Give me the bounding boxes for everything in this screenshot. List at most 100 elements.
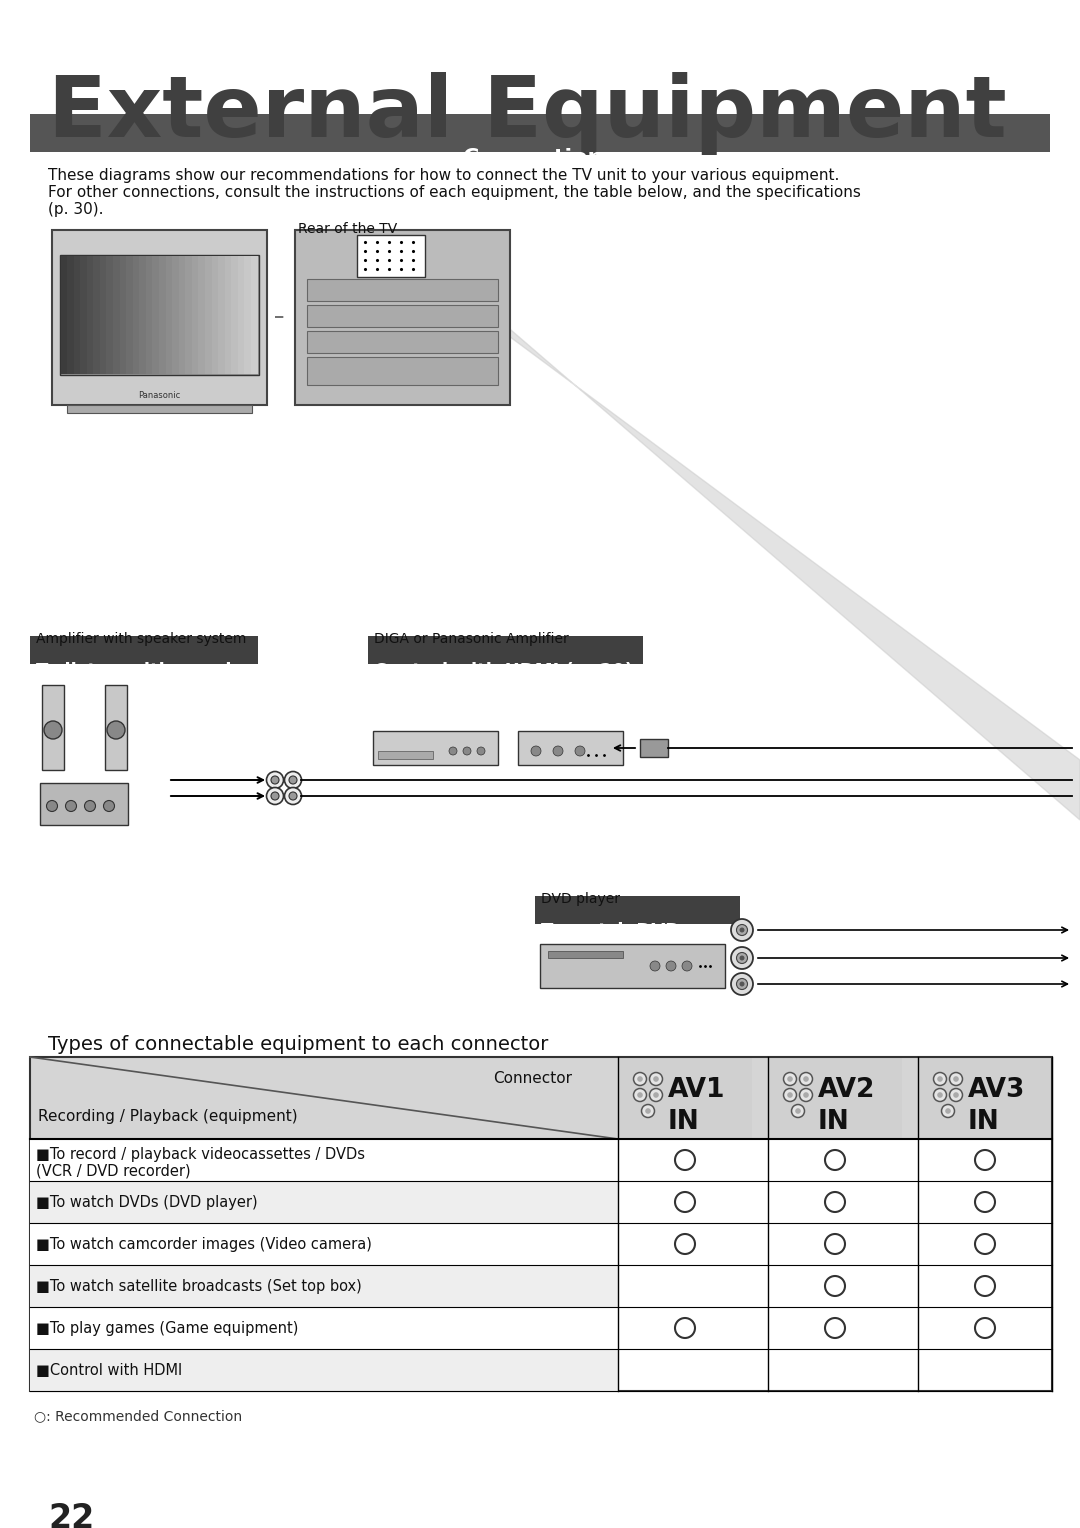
Text: ■To watch DVDs (DVD player): ■To watch DVDs (DVD player) <box>36 1195 258 1210</box>
Circle shape <box>271 776 279 784</box>
Text: Control with HDMI (p. 20): Control with HDMI (p. 20) <box>374 662 633 680</box>
FancyBboxPatch shape <box>52 231 267 405</box>
Circle shape <box>731 918 753 941</box>
FancyBboxPatch shape <box>93 257 100 374</box>
FancyBboxPatch shape <box>30 636 258 665</box>
Circle shape <box>649 1088 662 1102</box>
FancyBboxPatch shape <box>618 1057 752 1138</box>
FancyBboxPatch shape <box>373 730 498 766</box>
FancyBboxPatch shape <box>113 257 120 374</box>
FancyBboxPatch shape <box>139 257 146 374</box>
FancyBboxPatch shape <box>40 782 129 825</box>
Circle shape <box>267 772 283 788</box>
Circle shape <box>649 1073 662 1085</box>
Circle shape <box>477 747 485 755</box>
Circle shape <box>731 947 753 969</box>
Text: ■To record / playback videocassettes / DVDs: ■To record / playback videocassettes / D… <box>36 1148 365 1161</box>
FancyBboxPatch shape <box>126 257 133 374</box>
Circle shape <box>731 973 753 995</box>
FancyBboxPatch shape <box>307 280 498 301</box>
Text: IN: IN <box>669 1109 700 1135</box>
Text: Rear of the TV: Rear of the TV <box>298 222 397 235</box>
Circle shape <box>637 1093 643 1097</box>
Text: External Equipment: External Equipment <box>48 72 1007 154</box>
FancyBboxPatch shape <box>368 636 643 665</box>
FancyBboxPatch shape <box>179 257 186 374</box>
Polygon shape <box>381 257 1080 821</box>
FancyBboxPatch shape <box>225 257 232 374</box>
Circle shape <box>289 792 297 801</box>
Circle shape <box>945 1108 950 1114</box>
FancyBboxPatch shape <box>205 257 212 374</box>
FancyBboxPatch shape <box>30 1306 618 1349</box>
Circle shape <box>66 801 77 811</box>
FancyBboxPatch shape <box>307 306 498 327</box>
FancyBboxPatch shape <box>918 1057 1052 1138</box>
Circle shape <box>449 747 457 755</box>
FancyBboxPatch shape <box>106 257 113 374</box>
FancyBboxPatch shape <box>218 257 225 374</box>
FancyBboxPatch shape <box>30 115 1050 151</box>
Circle shape <box>650 961 660 970</box>
Circle shape <box>637 1076 643 1082</box>
Text: For other connections, consult the instructions of each equipment, the table bel: For other connections, consult the instr… <box>48 185 861 200</box>
FancyBboxPatch shape <box>80 257 87 374</box>
FancyBboxPatch shape <box>152 257 159 374</box>
Text: AV2: AV2 <box>818 1077 876 1103</box>
Circle shape <box>267 787 283 805</box>
FancyBboxPatch shape <box>146 257 153 374</box>
Text: To watch DVDs: To watch DVDs <box>541 921 691 940</box>
FancyBboxPatch shape <box>192 257 199 374</box>
Circle shape <box>681 961 692 970</box>
Text: AV1: AV1 <box>669 1077 726 1103</box>
FancyBboxPatch shape <box>100 257 107 374</box>
Text: Recording / Playback (equipment): Recording / Playback (equipment) <box>38 1109 298 1125</box>
Circle shape <box>653 1093 659 1097</box>
Text: (VCR / DVD recorder): (VCR / DVD recorder) <box>36 1163 191 1178</box>
Text: ■Control with HDMI: ■Control with HDMI <box>36 1363 183 1378</box>
Text: AV3: AV3 <box>968 1077 1025 1103</box>
Circle shape <box>787 1093 793 1097</box>
Circle shape <box>783 1088 797 1102</box>
Circle shape <box>933 1088 946 1102</box>
FancyBboxPatch shape <box>30 1349 618 1390</box>
Circle shape <box>737 978 747 990</box>
Text: ■To watch camcorder images (Video camera): ■To watch camcorder images (Video camera… <box>36 1238 372 1251</box>
Circle shape <box>804 1076 809 1082</box>
Circle shape <box>787 1076 793 1082</box>
Circle shape <box>949 1088 962 1102</box>
FancyBboxPatch shape <box>212 257 219 374</box>
Text: 22: 22 <box>48 1502 94 1528</box>
FancyBboxPatch shape <box>307 332 498 353</box>
Circle shape <box>740 981 744 987</box>
Circle shape <box>104 801 114 811</box>
FancyBboxPatch shape <box>166 257 173 374</box>
FancyBboxPatch shape <box>548 950 623 958</box>
FancyBboxPatch shape <box>307 358 498 385</box>
Circle shape <box>740 955 744 961</box>
FancyBboxPatch shape <box>244 257 251 374</box>
Circle shape <box>645 1108 651 1114</box>
FancyBboxPatch shape <box>540 944 725 989</box>
Circle shape <box>933 1073 946 1085</box>
FancyBboxPatch shape <box>378 750 433 759</box>
Circle shape <box>795 1108 800 1114</box>
FancyBboxPatch shape <box>133 257 140 374</box>
Text: These diagrams show our recommendations for how to connect the TV unit to your v: These diagrams show our recommendations … <box>48 168 839 183</box>
Circle shape <box>737 924 747 935</box>
Circle shape <box>634 1073 647 1085</box>
Text: Connector: Connector <box>494 1071 572 1086</box>
Text: ○: Recommended Connection: ○: Recommended Connection <box>33 1409 242 1423</box>
Circle shape <box>463 747 471 755</box>
Text: DVD player: DVD player <box>541 892 620 906</box>
Circle shape <box>740 927 744 932</box>
FancyBboxPatch shape <box>185 257 192 374</box>
Circle shape <box>575 746 585 756</box>
Circle shape <box>44 721 62 740</box>
FancyBboxPatch shape <box>231 257 238 374</box>
FancyBboxPatch shape <box>535 895 740 924</box>
FancyBboxPatch shape <box>518 730 623 766</box>
FancyBboxPatch shape <box>30 1057 1052 1138</box>
Circle shape <box>653 1076 659 1082</box>
Circle shape <box>642 1105 654 1117</box>
